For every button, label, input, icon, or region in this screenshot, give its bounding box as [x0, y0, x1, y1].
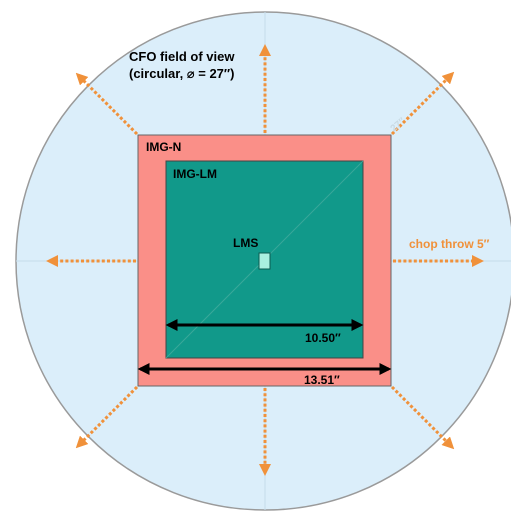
chop-throw-label: chop throw 5″ [409, 237, 490, 251]
chop-arrow-northeast [390, 71, 455, 136]
img-lm-label: IMG-LM [173, 167, 217, 181]
lms-slit [258, 252, 271, 270]
fov-title-line1: CFO field of view [129, 49, 235, 64]
img-n-width-label: 13.51″ [304, 373, 340, 387]
img-lm-width-label: 10.50″ [305, 331, 341, 345]
chop-arrow-southeast [390, 385, 455, 450]
fov-title-line2: (circular, ⌀ = 27″) [129, 66, 234, 81]
img-n-label: IMG-N [146, 140, 181, 154]
lms-label: LMS [233, 236, 258, 250]
